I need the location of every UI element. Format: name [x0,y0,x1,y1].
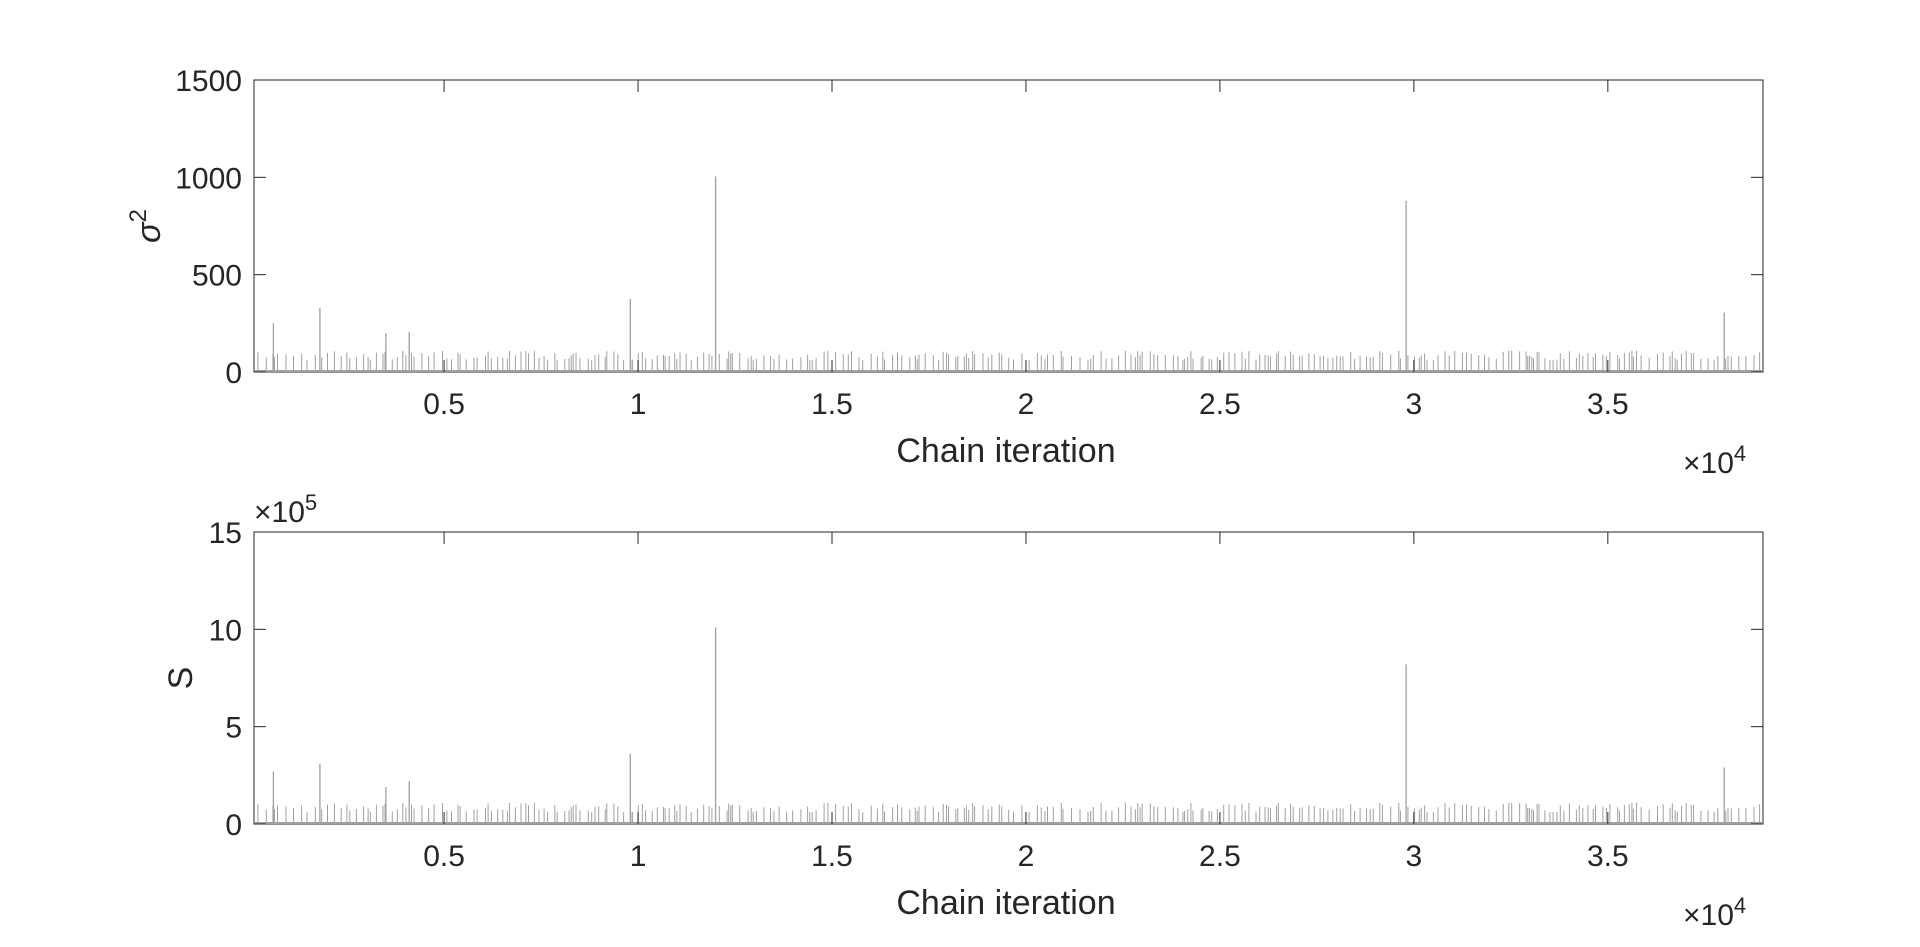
y-axis-label: S [162,667,200,690]
y-tick-label: 10 [209,614,242,647]
y-ticks: 0 500 1000 1500 [175,65,1763,390]
x-tick-label: 3 [1406,840,1423,873]
x-axis-label: Chain iteration [896,884,1115,922]
x-tick-label: 1.5 [811,840,853,873]
y-tick-label: 500 [192,260,242,293]
x-exponent-times: × [1683,899,1701,932]
background-traces [254,802,1763,824]
spike-marks [272,176,1725,372]
plot-area-frame [253,79,1764,373]
y-exponent-power: 5 [305,490,317,515]
x-tick-label: 1 [630,840,647,873]
y-axis-label: σ2 [125,209,168,243]
y-tick-label: 1500 [175,65,242,98]
x-tick-label: 2.5 [1199,840,1241,873]
x-exponent-base: 10 [1701,447,1734,480]
x-exponent-label: ×104 [1683,893,1746,932]
y-exponent-base: 10 [272,496,305,529]
y-ticks: 0 5 10 15 [209,517,1763,842]
x-axis-label: Chain iteration [896,432,1115,470]
trace-baseline [254,370,1763,372]
y-tick-label: 15 [209,517,242,550]
y-tick-label: 5 [225,712,242,745]
x-tick-label: 3.5 [1587,388,1629,421]
x-tick-label: 3 [1406,388,1423,421]
y-exponent-label: ×105 [254,490,317,529]
y-tick-label: 0 [225,357,242,390]
x-tick-label: 3.5 [1587,840,1629,873]
x-exponent-base: 10 [1701,899,1734,932]
x-tick-label: 0.5 [423,840,465,873]
x-tick-label: 2.5 [1199,388,1241,421]
y-tick-label: 1000 [175,162,242,195]
sigma2-trace-panel: 0.5 1 1.5 2 2.5 3 3.5 0 500 1000 1500 Chain itera… [125,65,1764,480]
x-tick-label: 1.5 [811,388,853,421]
y-axis-label-symbol: σ [130,221,168,243]
spike-marks [272,627,1725,824]
x-ticks: 0.5 1 1.5 2 2.5 3 3.5 [423,532,1629,873]
y-tick-label: 0 [225,809,242,842]
x-exponent-power: 4 [1734,893,1746,918]
y-axis-label-superscript: 2 [125,209,152,222]
x-tick-label: 2 [1018,840,1035,873]
plot-area-frame [253,531,1764,825]
y-exponent-times: × [254,496,272,529]
x-exponent-power: 4 [1734,441,1746,466]
background-traces [254,350,1763,372]
x-ticks: 0.5 1 1.5 2 2.5 3 3.5 [423,80,1629,421]
x-exponent-label: ×104 [1683,441,1746,480]
x-tick-label: 1 [630,388,647,421]
x-exponent-times: × [1683,447,1701,480]
x-tick-label: 0.5 [423,388,465,421]
x-tick-label: 2 [1018,388,1035,421]
trace-baseline [254,822,1763,824]
